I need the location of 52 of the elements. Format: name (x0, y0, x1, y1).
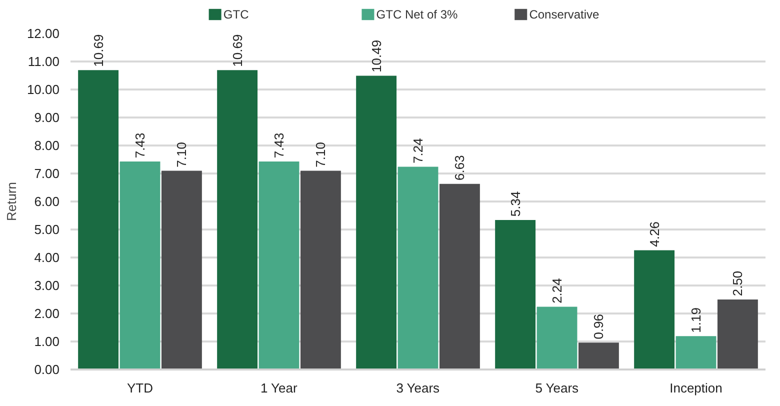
text: 10.49 (368, 40, 384, 72)
text: 0.96 (591, 314, 606, 340)
y-tick-label: 10.00 (26, 82, 60, 97)
bar (356, 76, 397, 370)
bar (634, 250, 675, 370)
text: 6.63 (452, 155, 468, 180)
y-tick-label: 7.00 (34, 166, 60, 181)
x-tick-label: 1 Year (260, 380, 298, 396)
text: 7.43 (132, 132, 148, 158)
text: 2.50 (730, 270, 746, 296)
y-tick-label: 6.00 (34, 194, 60, 209)
text: 7.24 (410, 138, 426, 164)
text: 7.43 (272, 132, 286, 158)
bar (300, 170, 341, 370)
text: 10.69 (230, 34, 245, 67)
y-tick-label: 1.00 (34, 334, 60, 349)
text: 1.19 (688, 308, 704, 333)
x-tick-label: 3 Years (396, 380, 440, 396)
y-tick-label: 0.00 (34, 362, 60, 377)
bar (398, 166, 438, 370)
y-axis-title: Return (4, 182, 19, 222)
y-tick-label: 3.00 (34, 278, 60, 293)
text: 7.10 (313, 142, 328, 168)
y-tick-label: 4.00 (34, 250, 60, 265)
bar (717, 300, 758, 370)
bar (439, 184, 480, 370)
y-tick-label: 12.00 (26, 26, 60, 41)
y-tick-label: 2.00 (34, 306, 60, 321)
x-tick-label: Inception (670, 380, 722, 396)
bar (258, 161, 300, 370)
text: 2.24 (550, 278, 564, 304)
text: 10.69 (90, 34, 106, 67)
legend-label: GTC (223, 8, 250, 22)
y-tick-label: 9.00 (34, 110, 60, 125)
text: 7.10 (174, 142, 190, 168)
x-tick-label: 5 Years (535, 380, 580, 396)
bar (536, 306, 578, 370)
y-tick-label: 11.00 (28, 54, 60, 69)
bar (495, 220, 536, 370)
y-tick-label: 5.00 (34, 222, 60, 237)
bar (578, 342, 619, 370)
bar (676, 336, 716, 370)
bar (217, 70, 258, 370)
bar (78, 70, 119, 370)
y-tick-label: 8.00 (34, 138, 60, 153)
bar (120, 161, 160, 370)
legend-label: GTC Net of 3% (376, 8, 458, 22)
text: 4.26 (646, 222, 662, 247)
x-tick-label: YTD (127, 380, 153, 396)
text: 5.34 (508, 191, 523, 217)
bar (161, 170, 202, 370)
legend-label: Conservative (529, 8, 600, 22)
